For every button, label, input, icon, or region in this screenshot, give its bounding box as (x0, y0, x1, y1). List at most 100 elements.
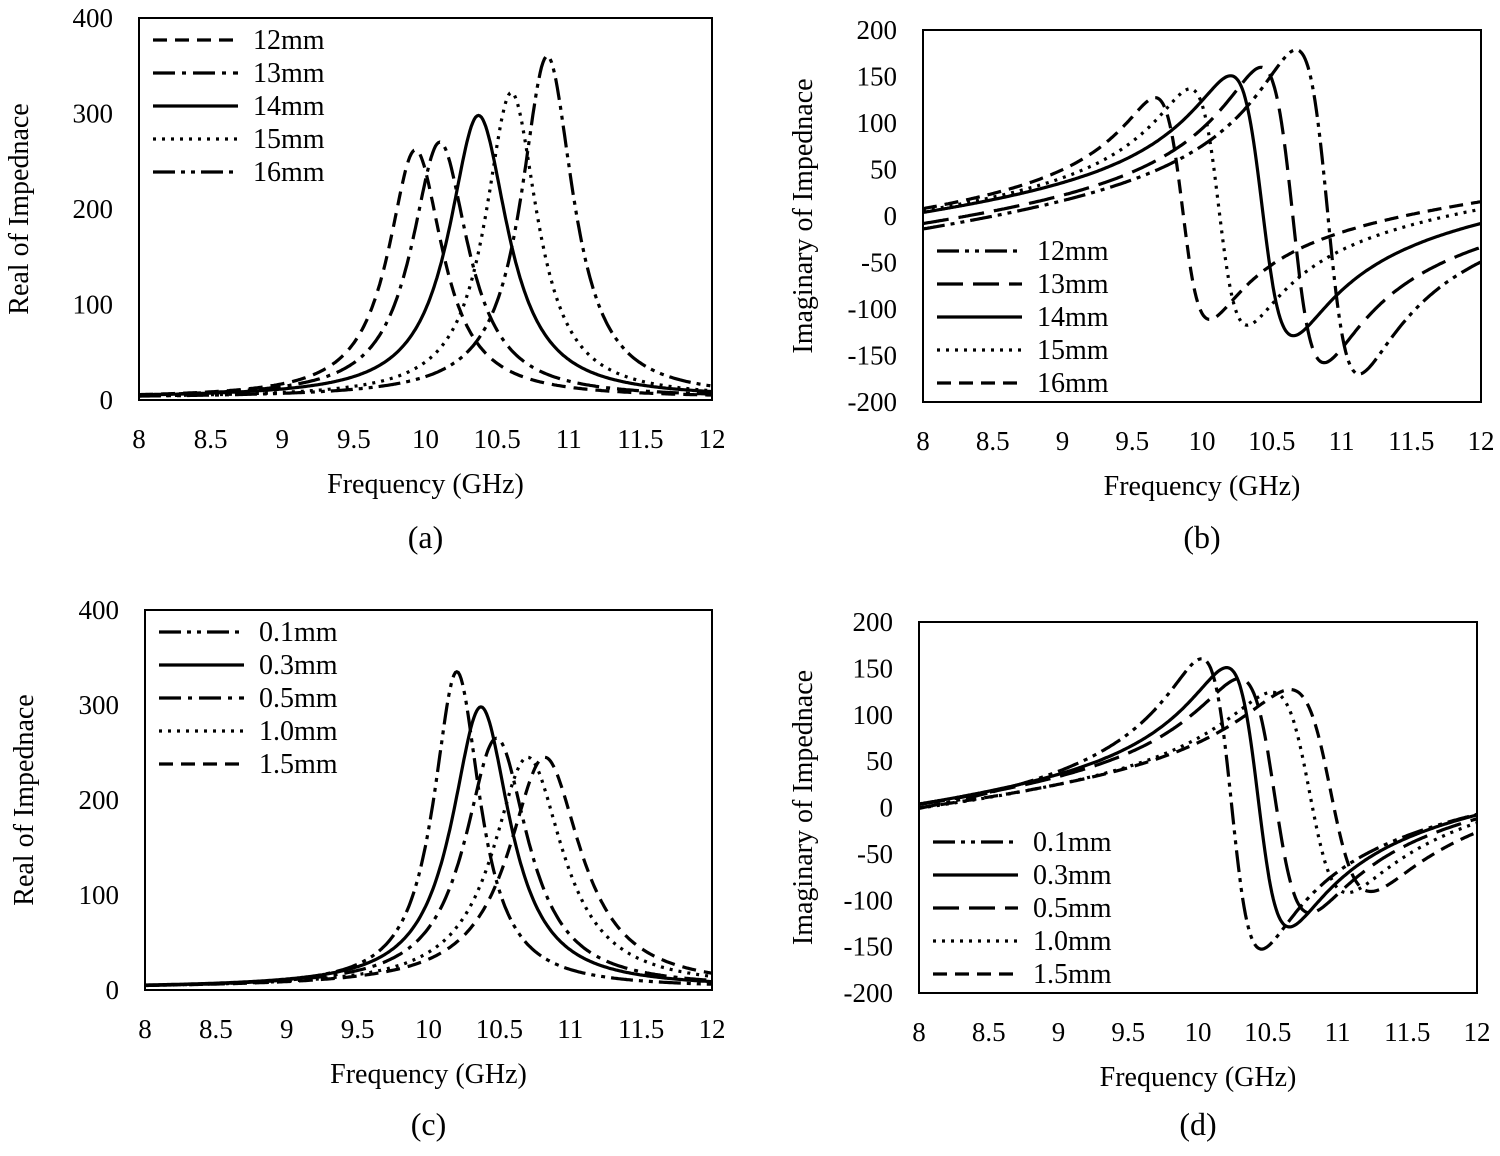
y-tick-label: 100 (73, 290, 114, 320)
series-line-16mm (139, 54, 712, 398)
x-tick-label: 8.5 (199, 1014, 233, 1044)
series-line-12mm (923, 48, 1481, 376)
y-axis-label: Imaginary of Impednace (788, 78, 819, 353)
y-axis-label: Imaginary of Impednace (788, 670, 819, 945)
y-tick-label: -100 (848, 294, 898, 324)
series-line-14mm (923, 74, 1481, 338)
x-tick-label: 8.5 (194, 424, 228, 454)
y-tick-label: 150 (853, 653, 894, 683)
legend-label: 0.5mm (1033, 893, 1112, 924)
series-line-15mm (139, 90, 712, 398)
legend-label: 1.5mm (1033, 959, 1112, 990)
y-tick-label: 150 (857, 62, 898, 92)
x-axis-label: Frequency (GHz) (330, 1059, 527, 1090)
series-line-1_5mm (919, 687, 1477, 894)
y-tick-label: -150 (844, 932, 894, 962)
x-tick-label: 10.5 (1244, 1017, 1291, 1047)
x-tick-label: 10.5 (1248, 426, 1295, 456)
x-tick-label: 12 (699, 424, 726, 454)
series-line-0_3mm (919, 666, 1477, 929)
y-tick-label: 400 (73, 3, 114, 33)
x-tick-label: 10 (415, 1014, 442, 1044)
x-tick-label: 10 (1185, 1017, 1212, 1047)
y-tick-label: 0 (884, 201, 898, 231)
y-tick-label: 200 (79, 785, 120, 815)
legend-label: 13mm (1037, 269, 1109, 300)
x-axis-label: Frequency (GHz) (1100, 1062, 1297, 1093)
x-tick-label: 11.5 (618, 1014, 664, 1044)
y-tick-label: -200 (844, 978, 894, 1008)
panel-caption: (b) (1183, 519, 1220, 555)
x-tick-label: 12 (1464, 1017, 1491, 1047)
legend-label: 16mm (1037, 368, 1109, 399)
y-tick-label: 50 (866, 746, 893, 776)
series-line-13mm (923, 65, 1481, 365)
y-tick-label: 200 (73, 194, 114, 224)
x-tick-label: 10 (1189, 426, 1216, 456)
y-tick-label: 0 (880, 793, 894, 823)
legend-label: 0.1mm (1033, 827, 1112, 858)
plot-area-b (922, 29, 1482, 403)
x-tick-label: 9.5 (1115, 426, 1149, 456)
y-tick-label: 100 (857, 108, 898, 138)
x-tick-label: 11 (1329, 426, 1355, 456)
legend-label: 16mm (253, 157, 325, 188)
y-tick-label: 0 (106, 975, 120, 1005)
x-axis-label: Frequency (GHz) (327, 469, 524, 500)
series-line-14mm (139, 113, 712, 397)
series-line-13mm (139, 140, 712, 397)
x-tick-label: 8 (916, 426, 930, 456)
legend-label: 15mm (1037, 335, 1109, 366)
panel-caption: (d) (1179, 1106, 1216, 1142)
legend-label: 12mm (253, 25, 325, 56)
x-tick-label: 8 (132, 424, 146, 454)
x-tick-label: 10.5 (476, 1014, 523, 1044)
x-tick-label: 8 (912, 1017, 926, 1047)
y-tick-label: 400 (79, 595, 120, 625)
y-tick-label: 0 (100, 385, 114, 415)
x-tick-label: 8.5 (976, 426, 1010, 456)
y-tick-label: 200 (853, 607, 894, 637)
panel-caption: (c) (411, 1106, 447, 1142)
legend-label: 0.5mm (259, 683, 338, 714)
x-tick-label: 9 (1056, 426, 1070, 456)
y-tick-label: -100 (844, 885, 894, 915)
legend-label: 15mm (253, 124, 325, 155)
y-tick-label: -150 (848, 341, 898, 371)
plot-area-d (918, 621, 1478, 994)
x-tick-label: 10.5 (474, 424, 521, 454)
series-line-1_0mm (919, 690, 1477, 895)
x-tick-label: 11 (1325, 1017, 1351, 1047)
y-tick-label: 100 (79, 880, 120, 910)
legend-label: 1.0mm (1033, 926, 1112, 957)
legend-label: 1.5mm (259, 749, 338, 780)
legend-label: 14mm (253, 91, 325, 122)
plot-area-a (138, 17, 713, 401)
legend-label: 0.3mm (1033, 860, 1112, 891)
x-tick-label: 12 (699, 1014, 726, 1044)
x-tick-label: 10 (412, 424, 439, 454)
x-tick-label: 9 (1052, 1017, 1066, 1047)
x-tick-label: 9 (280, 1014, 294, 1044)
x-tick-label: 9 (276, 424, 290, 454)
x-tick-label: 9.5 (1111, 1017, 1145, 1047)
series-line-16mm (923, 96, 1481, 321)
series-line-0_3mm (145, 705, 712, 987)
y-axis-label: Real of Impednace (4, 103, 35, 314)
plot-area-c (144, 609, 713, 991)
x-tick-label: 11 (557, 1014, 583, 1044)
y-tick-label: 300 (73, 99, 114, 129)
y-tick-label: -200 (848, 387, 898, 417)
legend-label: 14mm (1037, 302, 1109, 333)
x-tick-label: 11 (556, 424, 582, 454)
y-tick-label: 200 (857, 15, 898, 45)
y-tick-label: -50 (857, 839, 893, 869)
series-line-0_1mm (919, 657, 1477, 951)
x-tick-label: 11.5 (617, 424, 663, 454)
x-tick-label: 8.5 (972, 1017, 1006, 1047)
series-line-0_1mm (145, 670, 712, 988)
x-axis-label: Frequency (GHz) (1104, 471, 1301, 502)
series-line-0_5mm (919, 676, 1477, 915)
legend-label: 1.0mm (259, 716, 338, 747)
